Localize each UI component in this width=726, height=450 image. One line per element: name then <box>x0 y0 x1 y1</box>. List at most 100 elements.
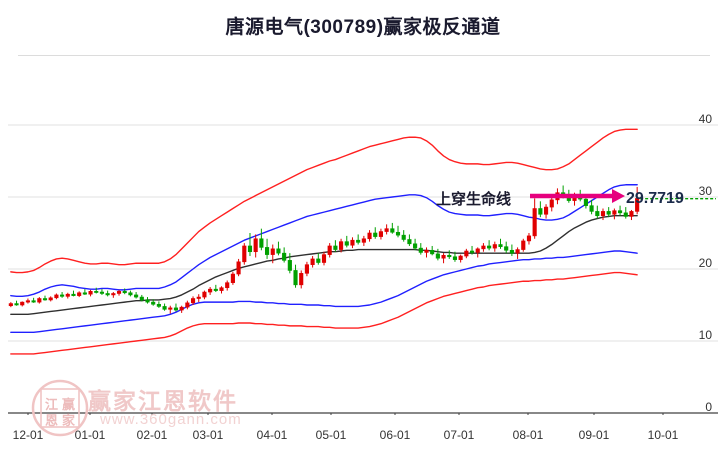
series-line-4 <box>10 271 638 355</box>
candle-body <box>526 235 532 242</box>
candle-body <box>99 291 105 294</box>
chart-canvas[interactable] <box>0 60 726 415</box>
current-price-label: 29.7719 <box>626 190 684 207</box>
candle-body <box>333 245 338 250</box>
candle-body <box>54 294 59 299</box>
candle-body <box>264 247 270 255</box>
candle-body <box>401 234 406 240</box>
x-tick-label-6: 06-01 <box>379 428 411 442</box>
x-tick-label-9: 09-01 <box>578 428 610 442</box>
x-tick-label-8: 08-01 <box>512 428 544 442</box>
candle-body <box>452 256 458 260</box>
candle-body <box>629 211 634 217</box>
candle-body <box>139 296 144 301</box>
x-tick-label-10: 10-01 <box>647 428 679 442</box>
candle-body <box>208 288 213 293</box>
title-separator <box>18 55 710 56</box>
candle-body <box>293 270 298 286</box>
candle-body <box>116 291 122 294</box>
annotation-arrow-head <box>612 189 625 203</box>
candle-body <box>469 250 475 253</box>
candle-body <box>134 294 139 298</box>
candle-body <box>327 245 332 255</box>
series-line-0 <box>10 128 638 274</box>
candle-body <box>60 294 65 297</box>
candle-body <box>299 273 304 286</box>
candle-body <box>71 293 76 296</box>
y-tick-label-40: 40 <box>698 112 712 126</box>
candle-body <box>435 253 440 259</box>
candle-body <box>42 298 48 301</box>
candle-body <box>213 288 218 291</box>
candle-body <box>373 232 378 237</box>
candle-body <box>361 238 366 243</box>
candle-body <box>475 248 480 253</box>
candle-body <box>612 210 617 215</box>
candle-body <box>14 303 19 306</box>
candle-body <box>31 300 36 303</box>
candle-body <box>441 255 446 259</box>
y-tick-label-20: 20 <box>698 256 712 270</box>
candle-body <box>321 254 327 263</box>
candle-body <box>225 282 230 289</box>
candle-body <box>413 243 418 249</box>
candle-body <box>156 303 161 307</box>
candle-body <box>111 293 116 296</box>
candle-body <box>498 244 503 247</box>
x-tick-label-2: 02-01 <box>136 428 168 442</box>
candle-body <box>515 249 520 254</box>
candle-body <box>196 296 201 299</box>
candle-body <box>242 245 247 263</box>
candle-body <box>378 231 384 237</box>
candle-body <box>447 255 452 258</box>
candle-body <box>407 239 412 245</box>
candle-body <box>122 291 127 294</box>
candle-body <box>532 208 537 237</box>
x-tick-label-0: 12-01 <box>12 428 44 442</box>
candle-body <box>384 228 389 232</box>
candle-body <box>20 301 25 306</box>
candle-body <box>589 205 594 212</box>
candle-body <box>151 301 156 305</box>
candle-body <box>623 212 628 217</box>
candle-body <box>538 208 543 215</box>
candle-body <box>270 248 275 255</box>
x-tick-label-5: 05-01 <box>315 428 347 442</box>
candle-body <box>367 232 372 240</box>
candle-body <box>48 297 53 301</box>
candle-body <box>276 248 281 254</box>
cross-lifeline-annotation: 上穿生命线 <box>436 191 512 208</box>
series-line-3 <box>10 250 638 334</box>
candle-body <box>145 299 150 303</box>
candle-body <box>304 264 309 274</box>
candle-body <box>168 307 173 310</box>
candle-body <box>606 211 611 215</box>
x-tick-label-3: 03-01 <box>192 428 224 442</box>
candle-body <box>65 293 70 297</box>
page-title: 唐源电气(300789)赢家极反通道 <box>225 17 501 38</box>
y-tick-label-30: 30 <box>698 184 712 198</box>
candle-body <box>94 291 99 293</box>
candle-body <box>618 210 623 214</box>
candle-body <box>190 298 196 304</box>
candle-body <box>105 293 110 296</box>
candle-body <box>543 206 549 215</box>
candle-body <box>492 244 497 249</box>
candle-body <box>310 258 315 265</box>
candle-body <box>339 241 344 250</box>
y-tick-label-0: 0 <box>705 400 712 414</box>
candle-body <box>464 250 469 257</box>
chart-plot-area[interactable] <box>0 60 726 415</box>
x-tick-label-1: 01-01 <box>74 428 106 442</box>
candle-body <box>287 260 292 271</box>
candle-body <box>583 198 588 206</box>
candle-body <box>77 292 82 296</box>
candle-body <box>253 238 258 253</box>
candle-body <box>487 245 492 249</box>
x-tick-label-4: 04-01 <box>256 428 288 442</box>
candle-body <box>173 307 179 311</box>
candle-body <box>430 249 435 255</box>
candle-body <box>504 246 509 251</box>
candle-body <box>390 228 395 233</box>
